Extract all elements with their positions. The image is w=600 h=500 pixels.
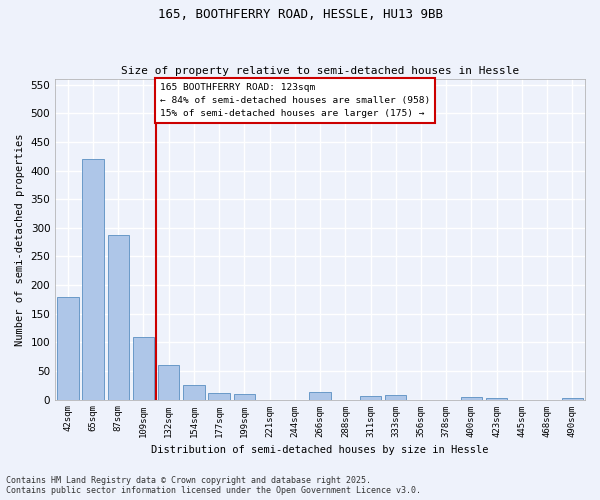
Bar — [385, 395, 406, 400]
Bar — [461, 396, 482, 400]
Bar — [233, 394, 255, 400]
X-axis label: Distribution of semi-detached houses by size in Hessle: Distribution of semi-detached houses by … — [151, 445, 489, 455]
Bar — [107, 236, 129, 400]
Bar — [158, 365, 179, 400]
Text: Contains HM Land Registry data © Crown copyright and database right 2025.
Contai: Contains HM Land Registry data © Crown c… — [6, 476, 421, 495]
Bar — [486, 398, 508, 400]
Text: 165 BOOTHFERRY ROAD: 123sqm
← 84% of semi-detached houses are smaller (958)
15% : 165 BOOTHFERRY ROAD: 123sqm ← 84% of sem… — [160, 83, 430, 118]
Bar — [57, 296, 79, 400]
Bar — [310, 392, 331, 400]
Y-axis label: Number of semi-detached properties: Number of semi-detached properties — [15, 133, 25, 346]
Bar — [183, 385, 205, 400]
Title: Size of property relative to semi-detached houses in Hessle: Size of property relative to semi-detach… — [121, 66, 519, 76]
Text: 165, BOOTHFERRY ROAD, HESSLE, HU13 9BB: 165, BOOTHFERRY ROAD, HESSLE, HU13 9BB — [157, 8, 443, 20]
Bar — [360, 396, 381, 400]
Bar — [208, 392, 230, 400]
Bar — [133, 336, 154, 400]
Bar — [562, 398, 583, 400]
Bar — [82, 159, 104, 400]
